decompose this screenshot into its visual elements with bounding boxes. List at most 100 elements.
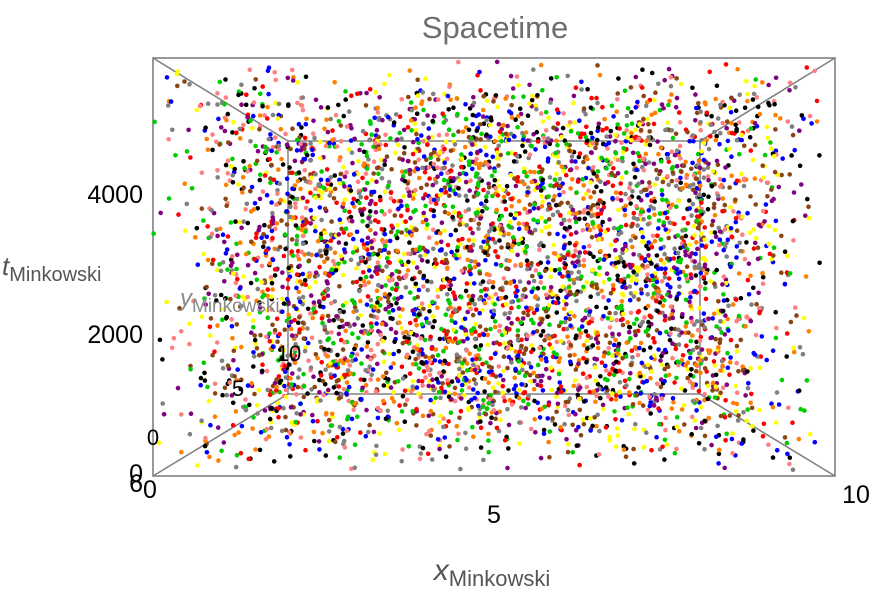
scatter-point	[592, 365, 598, 370]
scatter-point	[494, 59, 500, 65]
scatter-point	[347, 363, 353, 368]
scatter-point	[382, 158, 388, 163]
scatter-point	[524, 244, 529, 250]
scatter-point	[721, 247, 726, 253]
scatter-point	[268, 275, 274, 280]
scatter-point	[627, 284, 633, 289]
scatter-point	[745, 385, 751, 391]
scatter-point	[312, 438, 317, 444]
scatter-point	[288, 454, 293, 459]
scatter-point	[456, 358, 462, 364]
scatter-point	[418, 253, 423, 259]
scatter-point	[501, 377, 506, 383]
scatter-point	[437, 446, 442, 452]
scatter-point	[548, 267, 554, 272]
scatter-point	[763, 202, 769, 207]
scatter-point	[557, 257, 563, 263]
scatter-point	[670, 170, 676, 175]
scatter-point	[660, 179, 666, 185]
scatter-point	[590, 141, 595, 146]
scatter-point	[496, 381, 501, 386]
edge-bottom-right	[699, 393, 836, 477]
scatter-point	[311, 300, 317, 305]
scatter-point	[698, 109, 703, 115]
scatter-point	[656, 81, 661, 87]
scatter-point	[674, 415, 680, 420]
scatter-point	[353, 245, 358, 250]
scatter-point	[528, 169, 533, 175]
scatter-point	[327, 246, 333, 251]
scatter-point	[676, 198, 682, 204]
scatter-point	[475, 353, 481, 358]
scatter-point	[478, 245, 484, 250]
scatter-point	[766, 100, 771, 106]
scatter-point	[716, 345, 721, 350]
scatter-point	[322, 126, 327, 132]
scatter-point	[629, 130, 634, 136]
scatter-point	[748, 318, 754, 324]
scatter-point	[324, 279, 330, 284]
scatter-point	[371, 159, 377, 164]
scatter-point	[442, 203, 448, 209]
scatter-point	[483, 198, 489, 204]
scatter-point	[352, 442, 358, 448]
scatter-point	[624, 170, 629, 175]
scatter-point	[621, 311, 626, 317]
scatter-point	[723, 438, 728, 443]
scatter-point	[397, 403, 402, 408]
scatter-point	[516, 370, 522, 376]
scatter-point	[404, 203, 410, 209]
scatter-point	[499, 226, 505, 231]
scatter-point	[175, 385, 181, 391]
scatter-point	[598, 228, 603, 233]
scatter-point	[290, 126, 295, 131]
scatter-point	[352, 301, 357, 306]
scatter-point	[235, 276, 240, 282]
scatter-point	[378, 296, 383, 302]
scatter-point	[590, 219, 595, 225]
scatter-point	[558, 288, 563, 294]
scatter-point	[526, 280, 532, 285]
scatter-point	[313, 228, 318, 234]
scatter-point	[565, 200, 571, 206]
scatter-point	[699, 243, 705, 248]
scatter-point	[670, 355, 675, 361]
scatter-point	[527, 209, 533, 214]
scatter-point	[439, 247, 444, 252]
scatter-point	[365, 180, 370, 186]
scatter-point	[772, 102, 777, 107]
scatter-point	[236, 182, 241, 187]
scatter-point	[657, 300, 663, 305]
scatter-point	[519, 337, 524, 343]
scatter-point	[703, 280, 708, 286]
scatter-point	[332, 173, 338, 178]
scatter-point	[610, 391, 615, 396]
scatter-point	[354, 266, 359, 271]
scatter-point	[220, 366, 226, 371]
scatter-point	[595, 340, 601, 346]
scatter-point	[284, 209, 290, 214]
scatter-point	[734, 228, 740, 233]
scatter-point	[433, 347, 439, 352]
scatter-point	[367, 364, 373, 370]
scatter-point	[384, 370, 389, 376]
scatter-point	[734, 390, 740, 396]
scatter-point	[702, 447, 707, 452]
scatter-point	[445, 377, 450, 383]
scatter-point	[739, 214, 745, 219]
scatter-point	[288, 376, 293, 381]
scatter-point	[349, 298, 355, 303]
scatter-point	[538, 455, 544, 461]
scatter-point	[661, 106, 666, 111]
scatter-point	[583, 329, 589, 334]
scatter-point	[706, 415, 711, 421]
scatter-point	[686, 330, 691, 336]
scatter-point	[706, 194, 711, 199]
scatter-point	[265, 287, 271, 292]
scatter-point	[248, 118, 253, 123]
scatter-point	[468, 217, 474, 223]
scatter-point	[696, 441, 702, 446]
scatter-point	[493, 374, 499, 379]
scatter-point	[477, 69, 482, 75]
scatter-point	[382, 243, 388, 249]
